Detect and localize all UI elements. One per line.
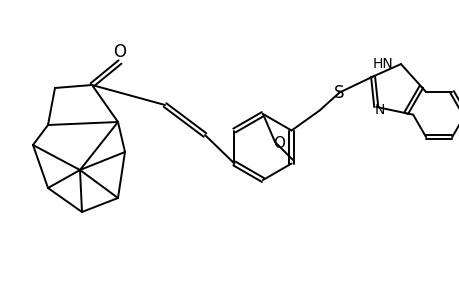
- Text: N: N: [374, 103, 385, 117]
- Text: O: O: [113, 43, 126, 61]
- Text: O: O: [272, 136, 285, 151]
- Text: S: S: [334, 83, 344, 101]
- Text: HN: HN: [371, 57, 392, 71]
